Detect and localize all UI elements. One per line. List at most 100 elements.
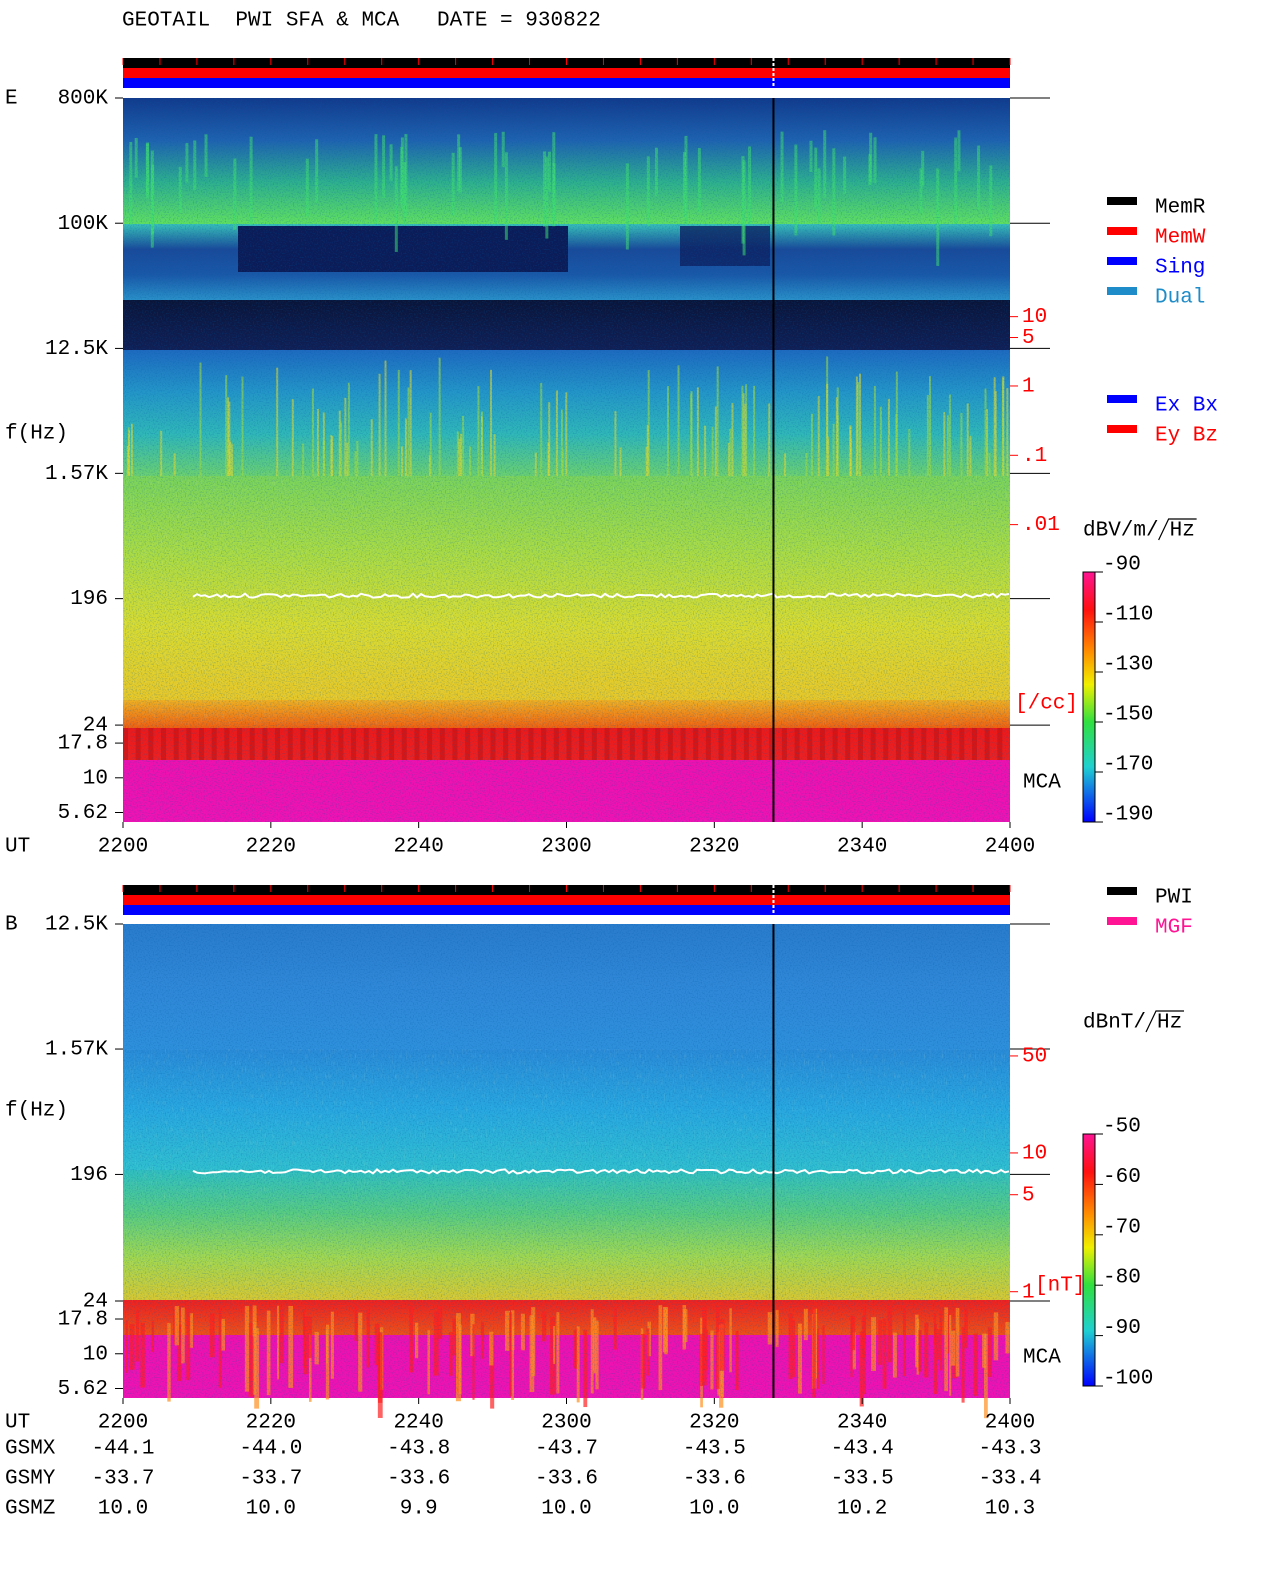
colorbar	[1082, 1133, 1096, 1387]
x-tick-label: 2340	[837, 836, 887, 859]
colorbar-tick-label: -70	[1103, 1216, 1141, 1239]
status-bar	[123, 905, 1010, 915]
orbit-value: 10.0	[541, 1498, 591, 1521]
orbit-value: -33.7	[239, 1468, 302, 1491]
scale-tick-label: .1	[1022, 445, 1047, 468]
orbit-value: 10.0	[246, 1498, 296, 1521]
orbit-value: -43.5	[683, 1438, 746, 1461]
orbit-value: -33.6	[683, 1468, 746, 1491]
orbit-value: -44.0	[239, 1438, 302, 1461]
orbit-value: 10.0	[98, 1498, 148, 1521]
y-tick-label: 5.62	[58, 1378, 108, 1401]
x-tick-label: 2340	[837, 1412, 887, 1435]
legend-swatch	[1107, 287, 1137, 295]
colorbar-tick-label: -150	[1103, 704, 1153, 727]
y-tick-label: 1.57K	[45, 463, 108, 486]
legend-label: PWI	[1155, 887, 1193, 910]
orbit-value: -44.1	[91, 1438, 154, 1461]
colorbar-tick-label: -90	[1103, 554, 1141, 577]
scale-tick-label: 1	[1022, 376, 1035, 399]
legend-swatch	[1107, 425, 1137, 433]
x-tick-label: 2200	[98, 836, 148, 859]
orbit-row-label: GSMY	[5, 1468, 56, 1491]
scale-tick-label: 5	[1022, 327, 1035, 350]
colorbar-unit-root: Hz	[1157, 1012, 1182, 1035]
y-tick-label: 10	[83, 767, 108, 790]
legend-label: MemW	[1155, 227, 1206, 250]
radical	[1158, 518, 1197, 541]
x-tick-label: 2320	[689, 836, 739, 859]
colorbar-unit: dBV/m/	[1083, 520, 1159, 543]
y-tick-label: 196	[70, 588, 108, 611]
legend-swatch	[1107, 917, 1137, 925]
legend-label: Dual	[1155, 287, 1205, 310]
orbit-value: 10.3	[985, 1498, 1035, 1521]
y-tick-label: 100K	[58, 213, 109, 236]
scale-unit: [/cc]	[1015, 693, 1078, 716]
orbit-row-label: GSMZ	[5, 1498, 55, 1521]
colorbar-tick-label: -50	[1103, 1116, 1141, 1139]
y-tick-label: 24	[83, 715, 108, 738]
colorbar-tick-label: -60	[1103, 1166, 1141, 1189]
x-tick-label: 2300	[541, 836, 591, 859]
y-tick-label: 17.8	[58, 1309, 108, 1332]
orbit-value: -33.7	[91, 1468, 154, 1491]
y-axis-label: f(Hz)	[5, 423, 68, 446]
trace	[192, 1168, 1010, 1175]
x-tick-label: 2200	[98, 1412, 148, 1435]
orbit-value: -33.6	[535, 1468, 598, 1491]
legend-swatch	[1107, 257, 1137, 265]
legend-label: Sing	[1155, 257, 1205, 280]
status-bar	[123, 895, 1010, 905]
orbit-value: 10.0	[689, 1498, 739, 1521]
orbit-value: 9.9	[400, 1498, 438, 1521]
x-tick-label: 2300	[541, 1412, 591, 1435]
x-tick-label: 2400	[985, 836, 1035, 859]
y-tick-label: 17.8	[58, 733, 108, 756]
receiver-label: MCA	[1023, 772, 1061, 795]
status-bar	[123, 68, 1010, 78]
panel-label: B	[5, 914, 18, 937]
orbit-value: -33.5	[831, 1468, 894, 1491]
scale-tick-label: 50	[1022, 1045, 1047, 1068]
colorbar-tick-label: -90	[1103, 1317, 1141, 1340]
legend-label: Ey Bz	[1155, 425, 1218, 448]
x-tick-label: 2240	[393, 836, 443, 859]
spectrogram-noise	[123, 473, 1010, 726]
y-tick-label: 24	[83, 1291, 108, 1314]
colorbar-unit-root: Hz	[1170, 520, 1195, 543]
scale-tick-label: 10	[1022, 306, 1047, 329]
colorbar-unit: dBnT/	[1083, 1012, 1146, 1035]
orbit-row-label: GSMX	[5, 1438, 56, 1461]
title: GEOTAIL PWI SFA & MCA DATE = 930822	[122, 10, 601, 33]
y-tick-label: 800K	[58, 88, 109, 111]
x-tick-label: 2240	[393, 1412, 443, 1435]
colorbar-tick-label: -170	[1103, 754, 1153, 777]
legend-label: MemR	[1155, 197, 1206, 220]
y-tick-label: 10	[83, 1343, 108, 1366]
status-bar	[123, 78, 1010, 88]
receiver-label: MCA	[1023, 1347, 1061, 1370]
x-tick-label: 2220	[246, 836, 296, 859]
y-tick-label: 196	[70, 1164, 108, 1187]
x-tick-label: 2320	[689, 1412, 739, 1435]
colorbar-tick-label: -80	[1103, 1267, 1141, 1290]
spectrogram-noise	[123, 1049, 1010, 1302]
scale-tick-label: .01	[1022, 514, 1060, 537]
colorbar-tick-label: -100	[1103, 1368, 1153, 1391]
x-tick-label: 2220	[246, 1412, 296, 1435]
legend-swatch	[1107, 395, 1137, 403]
scale-tick-label: 10	[1022, 1142, 1047, 1165]
legend-swatch	[1107, 887, 1137, 895]
legend-label: Ex Bx	[1155, 395, 1218, 418]
legend-swatch	[1107, 197, 1137, 205]
colorbar-tick-label: -130	[1103, 654, 1153, 677]
legend-swatch	[1107, 227, 1137, 235]
colorbar-tick-label: -190	[1103, 804, 1153, 827]
orbit-value: 10.2	[837, 1498, 887, 1521]
orbit-value: -43.3	[978, 1438, 1041, 1461]
y-axis-label: f(Hz)	[5, 1100, 68, 1123]
trace	[192, 592, 1010, 599]
